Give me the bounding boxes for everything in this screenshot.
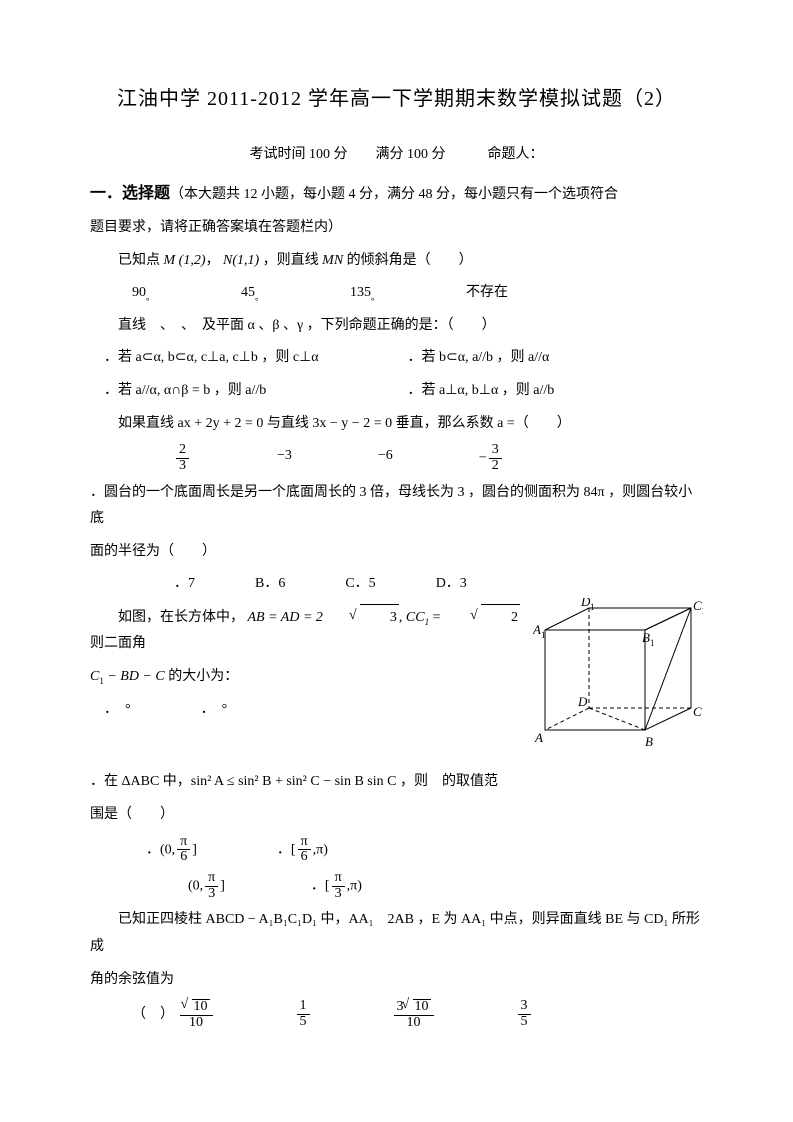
cuboid-diagram: A1 D1 B1 C1 A D B C (533, 598, 703, 764)
q3-opt-c: −6 (378, 443, 393, 473)
q6-options-row1: ．(0,π6] ．[π6,π) (146, 835, 703, 865)
q4-opt-d: D．3 (436, 571, 467, 598)
q4-l2: 面的半径为（ ） (90, 539, 703, 566)
q3-stem: 如果直线 ax + 2y + 2 = 0 与直线 3x − y − 2 = 0 … (90, 411, 703, 438)
q6-opt-d: ．[π3,π) (311, 871, 362, 901)
q1-opt-d: 不存在 (466, 280, 508, 307)
page-title: 江油中学 2011-2012 学年高一下学期期末数学模拟试题（2） (90, 80, 703, 118)
q6-l2: 围是（ ） (90, 802, 703, 829)
q3-opt-d: −32 (479, 443, 504, 473)
q2-opt-b: ．若 b⊂α, a//b ，则 a//α (408, 350, 550, 365)
q6-opt-b: ．[π6,π) (277, 835, 328, 865)
q4-opt-a: ．7 (174, 571, 195, 598)
q2-opt-c: ．若 a//α, α∩β = b ，则 a//b (104, 378, 404, 405)
q4-opt-b: B．6 (255, 571, 285, 598)
svg-text:A: A (534, 730, 543, 745)
q5-block: A1 D1 B1 C1 A D B C 如图，在长方体中， AB = AD = … (90, 604, 703, 764)
q2-stem: 直线 、 、 及平面 α 、β 、γ ，下列命题正确的是：（ ） (90, 313, 703, 340)
q4-opt-c: C．5 (345, 571, 375, 598)
q1-text-a: 已知点 (118, 253, 164, 268)
exam-info: 考试时间 100 分 满分 100 分 命题人： (90, 142, 703, 169)
q1-text-b: ，则直线 (263, 253, 323, 268)
section-1-sub2: 题目要求，请将正确答案填在答题栏内） (90, 215, 703, 242)
q7-l1: 已知正四棱柱 ABCD − A₁B₁C₁D₁ 中，AA₁ 2AB ，E 为 AA… (90, 907, 703, 960)
svg-text:1: 1 (590, 602, 595, 612)
q1-opt-b: 45。 (241, 280, 264, 307)
q1-opt-c: 135。 (350, 280, 380, 307)
q2-opt-a: ．若 a⊂α, b⊂α, c⊥a, c⊥b ，则 c⊥α (104, 345, 404, 372)
q3-opt-b: −3 (277, 443, 292, 473)
q3-options: 23 −3 −6 −32 (174, 443, 703, 473)
q3-opt-a: 23 (174, 443, 191, 473)
q6-opt-a: ．(0,π6] (146, 835, 197, 865)
section-1-heading: 一．选择题（本大题共 12 小题，每小题 4 分，满分 48 分，每小题只有一个… (90, 179, 703, 209)
svg-text:1: 1 (701, 606, 703, 616)
q6-l1: ．在 ΔABC 中，sin² A ≤ sin² B + sin² C − sin… (90, 769, 703, 796)
q1-opt-a: 90。 (132, 280, 155, 307)
q2-row1: ．若 a⊂α, b⊂α, c⊥a, c⊥b ，则 c⊥α ．若 b⊂α, a//… (104, 345, 703, 372)
q7-opt-d: 35 (516, 999, 533, 1030)
q7-options: （ ） 1010 15 31010 35 (132, 999, 703, 1030)
q2-opt-d: ．若 a⊥α, b⊥α ，则 a//b (408, 383, 555, 398)
q7-opt-b: 15 (295, 999, 312, 1030)
q6-opt-c: (0,π3] (188, 871, 225, 901)
svg-text:C: C (693, 704, 702, 719)
svg-text:D: D (577, 694, 588, 709)
svg-text:B: B (642, 630, 650, 645)
q1-stem: 已知点 M (1,2)， N(1,1) ，则直线 MN 的倾斜角是（ ） (90, 248, 703, 275)
q7-l2: 角的余弦值为 (90, 967, 703, 994)
q4-l1: ．圆台的一个底面周长是另一个底面周长的 3 倍，母线长为 3 ，圆台的侧面积为 … (90, 480, 703, 533)
section-1-head: 一．选择题 (90, 185, 170, 202)
svg-text:B: B (645, 734, 653, 749)
q1-point-m: M (1,2) (164, 253, 206, 268)
q1-text-c: 的倾斜角是（ ） (347, 253, 473, 268)
q1-point-n: N(1,1) (223, 253, 259, 268)
q7-opt-a: （ ） 1010 (132, 999, 215, 1030)
q1-mn: MN (322, 253, 343, 268)
svg-text:1: 1 (650, 638, 655, 648)
q2-row2: ．若 a//α, α∩β = b ，则 a//b ．若 a⊥α, b⊥α ，则 … (104, 378, 703, 405)
q1-options: 90。 45。 135。 不存在 (132, 280, 703, 307)
q7-opt-c: 31010 (392, 999, 436, 1030)
svg-text:1: 1 (541, 630, 546, 640)
section-1-sub: （本大题共 12 小题，每小题 4 分，满分 48 分，每小题只有一个选项符合 (170, 187, 618, 202)
q6-options-row2: (0,π3] ．[π3,π) (188, 871, 703, 901)
q4-options: ．7 B．6 C．5 D．3 (174, 571, 703, 598)
